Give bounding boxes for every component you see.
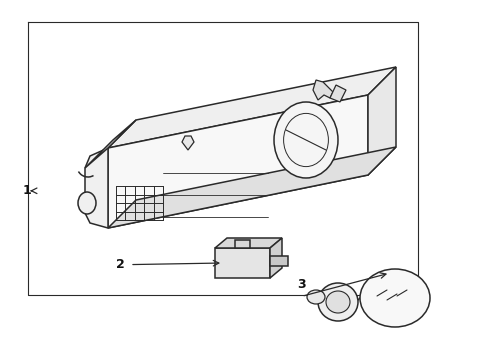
Polygon shape xyxy=(108,95,368,228)
Polygon shape xyxy=(330,85,346,102)
Polygon shape xyxy=(235,240,250,248)
Polygon shape xyxy=(108,147,396,228)
Polygon shape xyxy=(313,80,333,100)
Polygon shape xyxy=(215,248,270,278)
Ellipse shape xyxy=(274,102,338,178)
Text: 2: 2 xyxy=(116,258,124,271)
Ellipse shape xyxy=(360,269,430,327)
Ellipse shape xyxy=(318,283,358,321)
Polygon shape xyxy=(368,67,396,175)
Polygon shape xyxy=(182,136,194,150)
Polygon shape xyxy=(85,148,108,228)
Polygon shape xyxy=(108,67,396,148)
Polygon shape xyxy=(270,256,288,266)
Polygon shape xyxy=(85,120,136,168)
Text: 3: 3 xyxy=(297,278,306,291)
Ellipse shape xyxy=(326,291,350,313)
Polygon shape xyxy=(270,238,282,278)
Ellipse shape xyxy=(307,290,325,304)
Text: 1: 1 xyxy=(23,184,31,197)
Polygon shape xyxy=(215,238,282,248)
Ellipse shape xyxy=(78,192,96,214)
